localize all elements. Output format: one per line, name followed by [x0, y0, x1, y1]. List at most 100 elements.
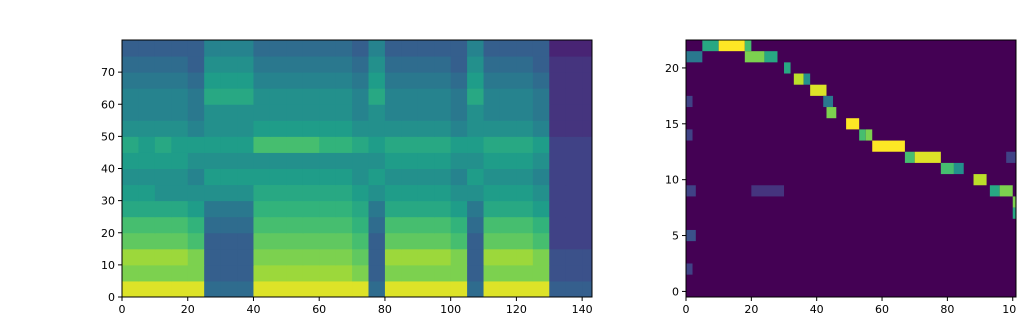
- heatmap-cell: [565, 56, 583, 73]
- heatmap-cell: [499, 168, 517, 186]
- heatmap-cell: [187, 56, 205, 73]
- heatmap-cell: [450, 72, 468, 89]
- x-tick-label: 20: [744, 303, 758, 316]
- alignment-cell: [846, 118, 860, 130]
- heatmap-cell: [171, 248, 189, 266]
- heatmap-cell: [532, 280, 550, 298]
- heatmap-cell: [582, 152, 593, 169]
- heatmap-cell: [467, 136, 485, 153]
- heatmap-cell: [237, 200, 254, 218]
- heatmap-cell: [204, 104, 222, 121]
- heatmap-cell: [171, 56, 189, 73]
- heatmap-cell: [483, 152, 501, 169]
- heatmap-cell: [417, 88, 435, 105]
- heatmap-cell: [483, 184, 501, 202]
- heatmap-cell: [467, 232, 485, 250]
- heatmap-cell: [582, 280, 593, 298]
- heatmap-cell: [286, 168, 304, 186]
- heatmap-cell: [582, 136, 593, 153]
- heatmap-cell: [286, 216, 304, 234]
- x-tick-label: 0: [683, 303, 690, 316]
- heatmap-cell: [582, 72, 593, 89]
- heatmap-cell: [384, 248, 402, 266]
- heatmap-cell: [253, 232, 271, 250]
- heatmap-cell: [154, 88, 172, 105]
- heatmap-cell: [220, 56, 238, 73]
- heatmap-cell: [532, 88, 550, 105]
- heatmap-cell: [269, 136, 287, 153]
- heatmap-cell: [368, 232, 386, 250]
- heatmap-cell: [319, 232, 337, 250]
- heatmap-cell: [516, 280, 534, 298]
- heatmap-cell: [549, 72, 567, 89]
- heatmap-cell: [565, 216, 583, 234]
- heatmap-cell: [286, 56, 304, 73]
- heatmap-cell: [565, 120, 583, 137]
- heatmap-cell: [565, 72, 583, 89]
- heatmap-cell: [368, 136, 386, 153]
- heatmap-cell: [549, 216, 567, 234]
- heatmap-cell: [154, 232, 172, 250]
- y-tick-label: 20: [101, 227, 115, 240]
- heatmap-cell: [516, 56, 534, 73]
- heatmap-cell: [220, 200, 238, 218]
- heatmap-cell: [253, 280, 271, 298]
- alignment-cell: [751, 185, 785, 197]
- alignment-cell: [793, 73, 804, 85]
- y-tick-label: 10: [101, 259, 115, 272]
- heatmap-cell: [269, 248, 287, 266]
- heatmap-cell: [335, 104, 353, 121]
- heatmap-cell: [450, 216, 468, 234]
- heatmap-cell: [302, 168, 320, 186]
- heatmap-cell: [187, 232, 205, 250]
- heatmap-cell: [499, 152, 517, 169]
- alignment-cell: [718, 40, 745, 52]
- heatmap-cell: [565, 152, 583, 169]
- heatmap-cell: [368, 168, 386, 186]
- heatmap-cell: [532, 136, 550, 153]
- heatmap-cell: [319, 136, 337, 153]
- heatmap-cell: [499, 72, 517, 89]
- heatmap-cell: [582, 248, 593, 266]
- heatmap-cell: [237, 72, 254, 89]
- heatmap-cell: [204, 200, 222, 218]
- heatmap-cell: [253, 200, 271, 218]
- heatmap-cell: [253, 168, 271, 186]
- heatmap-cell: [401, 88, 419, 105]
- heatmap-cell: [187, 184, 205, 202]
- heatmap-cell: [122, 104, 139, 121]
- heatmap-cell: [286, 136, 304, 153]
- heatmap-cell: [483, 136, 501, 153]
- heatmap-cell: [171, 184, 189, 202]
- heatmap-cell: [171, 232, 189, 250]
- heatmap-cell: [352, 88, 370, 105]
- heatmap-cell: [467, 120, 485, 137]
- heatmap-cell: [302, 136, 320, 153]
- heatmap-cell: [237, 264, 254, 282]
- heatmap-cell: [154, 120, 172, 137]
- heatmap-cell: [384, 72, 402, 89]
- heatmap-cell: [171, 136, 189, 153]
- heatmap-cell: [220, 264, 238, 282]
- heatmap-cell: [122, 280, 139, 298]
- heatmap-cell: [483, 88, 501, 105]
- heatmap-cell: [434, 56, 452, 73]
- alignment-cell: [872, 140, 905, 152]
- alignment-cell: [784, 62, 791, 74]
- heatmap-cell: [220, 248, 238, 266]
- heatmap-cell: [154, 248, 172, 266]
- heatmap-cell: [450, 40, 468, 57]
- heatmap-cell: [335, 168, 353, 186]
- x-tick-label: 0: [119, 303, 126, 316]
- heatmap-cell: [154, 40, 172, 57]
- heatmap-cell: [549, 88, 567, 105]
- heatmap-cell: [253, 152, 271, 169]
- heatmap-cell: [483, 232, 501, 250]
- heatmap-cell: [138, 136, 156, 153]
- heatmap-cell: [450, 56, 468, 73]
- heatmap-cell: [122, 88, 139, 105]
- heatmap-cell: [499, 200, 517, 218]
- heatmap-cell: [220, 184, 238, 202]
- alignment-cell: [1006, 151, 1016, 163]
- heatmap-cell: [549, 248, 567, 266]
